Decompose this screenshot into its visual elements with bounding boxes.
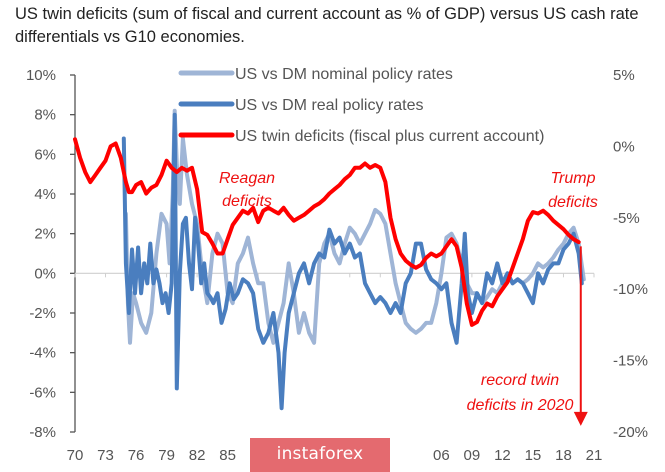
x-axis-tick-label: 82 xyxy=(189,447,206,464)
left-axis-tick-label: 8% xyxy=(34,107,56,124)
series-line-twin-deficits xyxy=(73,137,581,327)
arrow-head xyxy=(573,411,588,426)
right-axis-tick-label: -15% xyxy=(613,353,648,370)
right-axis-tick-label: -5% xyxy=(613,210,640,227)
right-axis-tick-label: -20% xyxy=(613,424,648,441)
annotation-trump: deficits xyxy=(548,194,598,211)
series-line-real xyxy=(121,112,584,411)
x-axis-tick-label: 85 xyxy=(219,447,236,464)
right-axis-tick-label: -10% xyxy=(613,281,648,298)
annotation-trump: Trump xyxy=(550,170,595,187)
x-axis-tick-label: 12 xyxy=(494,447,511,464)
right-axis-tick-label: 5% xyxy=(613,67,635,84)
right-axis-tick-label: 0% xyxy=(613,138,635,155)
annotation-record: deficits in 2020 xyxy=(467,397,574,414)
x-axis-tick-label: 21 xyxy=(586,447,603,464)
x-axis-tick-label: 06 xyxy=(433,447,450,464)
x-axis-tick-label: 76 xyxy=(128,447,145,464)
legend-label: US twin deficits (fiscal plus current ac… xyxy=(235,128,544,145)
left-axis-tick-label: -2% xyxy=(29,305,56,322)
x-axis-tick-label: 79 xyxy=(158,447,175,464)
x-axis-tick-label: 18 xyxy=(555,447,572,464)
left-axis-tick-label: 6% xyxy=(34,146,56,163)
annotation-record: record twin xyxy=(481,372,559,389)
left-axis-tick-label: 2% xyxy=(34,226,56,243)
left-axis-tick-label: -6% xyxy=(29,384,56,401)
x-axis-tick-label: 70 xyxy=(67,447,84,464)
x-axis-tick-label: 15 xyxy=(525,447,542,464)
left-axis-tick-label: 10% xyxy=(26,67,56,84)
left-axis-tick-label: -4% xyxy=(29,345,56,362)
annotation-reagan: deficits xyxy=(222,193,272,210)
legend-label: US vs DM nominal policy rates xyxy=(235,66,453,83)
legend-label: US vs DM real policy rates xyxy=(235,97,424,114)
annotation-reagan: Reagan xyxy=(219,170,275,187)
x-axis-tick-label: 09 xyxy=(464,447,481,464)
watermark-logo: instaforex xyxy=(250,438,390,472)
left-axis-tick-label: 0% xyxy=(34,265,56,282)
left-axis-tick-label: 4% xyxy=(34,186,56,203)
left-axis-tick-label: -8% xyxy=(29,424,56,441)
x-axis-tick-label: 73 xyxy=(97,447,114,464)
chart-title: US twin deficits (sum of fiscal and curr… xyxy=(15,5,639,46)
